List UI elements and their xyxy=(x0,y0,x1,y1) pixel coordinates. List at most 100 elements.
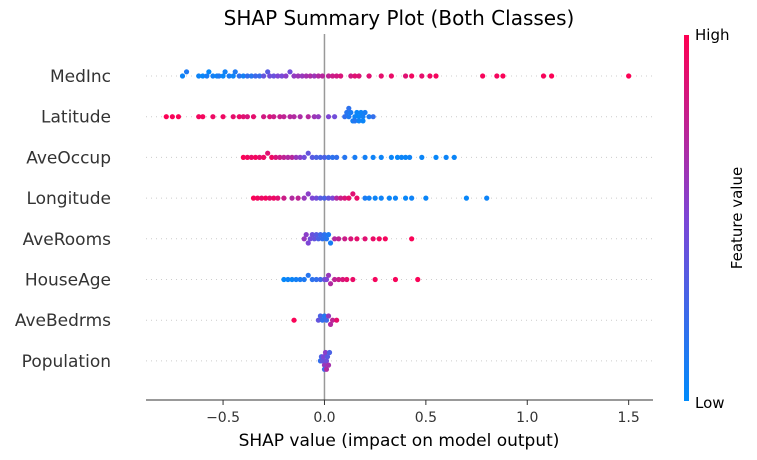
shap-point xyxy=(204,73,210,79)
shap-point xyxy=(332,114,338,120)
shap-point xyxy=(289,276,295,283)
shap-point xyxy=(291,317,297,323)
shap-point xyxy=(319,317,326,323)
shap-point xyxy=(275,195,281,201)
shap-point xyxy=(309,232,315,238)
shap-point xyxy=(334,317,340,323)
feature-label: AveRooms xyxy=(23,230,112,250)
shap-point xyxy=(258,195,265,201)
shap-point xyxy=(348,236,354,242)
shap-point xyxy=(378,154,384,160)
shap-point xyxy=(352,114,358,120)
shap-point xyxy=(342,195,348,201)
shap-point xyxy=(327,240,334,246)
shap-point xyxy=(362,236,368,242)
feature-label: HouseAge xyxy=(25,271,111,291)
shap-point xyxy=(378,73,384,79)
shap-point xyxy=(334,73,340,79)
shap-point xyxy=(200,114,206,120)
shap-point xyxy=(285,276,291,283)
shap-point xyxy=(240,154,246,160)
feature-label: Latitude xyxy=(41,108,111,128)
shap-point xyxy=(271,114,277,120)
shap-point xyxy=(325,272,332,278)
shap-point xyxy=(317,313,324,319)
feature-label: AveOccup xyxy=(26,148,111,168)
shap-point xyxy=(309,195,315,201)
shap-point xyxy=(549,73,555,79)
shap-point xyxy=(372,195,378,201)
shap-point xyxy=(360,114,366,120)
shap-point xyxy=(394,154,401,160)
shap-point xyxy=(325,114,332,120)
shap-point xyxy=(321,154,328,160)
colorbar-low-label: Low xyxy=(695,394,725,412)
shap-point xyxy=(273,154,279,160)
beeswarm-points xyxy=(163,69,632,372)
shap-point xyxy=(315,236,321,242)
shap-point xyxy=(370,236,376,242)
shap-point xyxy=(244,73,250,79)
shap-point xyxy=(277,114,283,120)
shap-point xyxy=(484,195,490,201)
shap-point xyxy=(336,236,342,242)
shap-point xyxy=(419,73,425,79)
shap-point xyxy=(271,73,277,79)
shap-point xyxy=(362,109,368,116)
shap-point xyxy=(392,276,399,283)
shap-point xyxy=(315,73,321,79)
shap-point xyxy=(267,114,273,120)
shap-point xyxy=(443,154,449,160)
feature-label: Longitude xyxy=(26,189,111,209)
shap-point xyxy=(285,154,291,160)
shap-point xyxy=(323,366,330,372)
shap-point xyxy=(297,114,303,120)
shap-point xyxy=(236,73,242,79)
shap-point xyxy=(315,114,321,120)
shap-point xyxy=(240,114,246,120)
shap-point xyxy=(480,73,486,79)
shap-point xyxy=(297,276,303,283)
shap-point xyxy=(320,354,327,360)
shap-point xyxy=(254,195,261,201)
shap-point xyxy=(409,236,415,242)
shap-point xyxy=(313,232,319,238)
colorbar xyxy=(684,35,689,401)
shap-point xyxy=(321,362,328,368)
shap-point xyxy=(311,73,317,79)
feature-label: AveBedrms xyxy=(15,311,111,331)
shap-point xyxy=(352,73,358,79)
shap-point xyxy=(252,73,259,79)
shap-point xyxy=(250,195,257,201)
shap-point xyxy=(346,105,352,111)
shap-point xyxy=(324,354,331,360)
shap-point xyxy=(277,154,283,160)
shap-point xyxy=(342,236,348,242)
shap-point xyxy=(323,317,330,323)
shap-point xyxy=(325,362,332,368)
shap-point xyxy=(348,73,354,79)
shap-point xyxy=(325,313,332,319)
x-tick-label: 1.0 xyxy=(516,410,538,426)
shap-point xyxy=(626,73,632,79)
shap-point xyxy=(265,150,271,156)
shap-point xyxy=(419,154,425,160)
shap-point xyxy=(250,114,257,120)
shap-point xyxy=(402,154,409,160)
shap-point xyxy=(352,154,358,160)
shap-point xyxy=(370,154,376,160)
shap-point xyxy=(281,195,287,201)
shap-point xyxy=(267,195,273,201)
shap-point xyxy=(196,73,202,79)
shap-point xyxy=(407,154,413,160)
shap-point xyxy=(299,73,305,79)
shap-point xyxy=(232,69,238,75)
shap-point xyxy=(303,232,309,238)
shap-point xyxy=(327,321,334,327)
shap-point xyxy=(402,73,409,79)
shap-point xyxy=(281,154,287,160)
shap-point xyxy=(325,232,332,238)
shap-point xyxy=(313,154,319,160)
shap-point xyxy=(323,358,330,364)
